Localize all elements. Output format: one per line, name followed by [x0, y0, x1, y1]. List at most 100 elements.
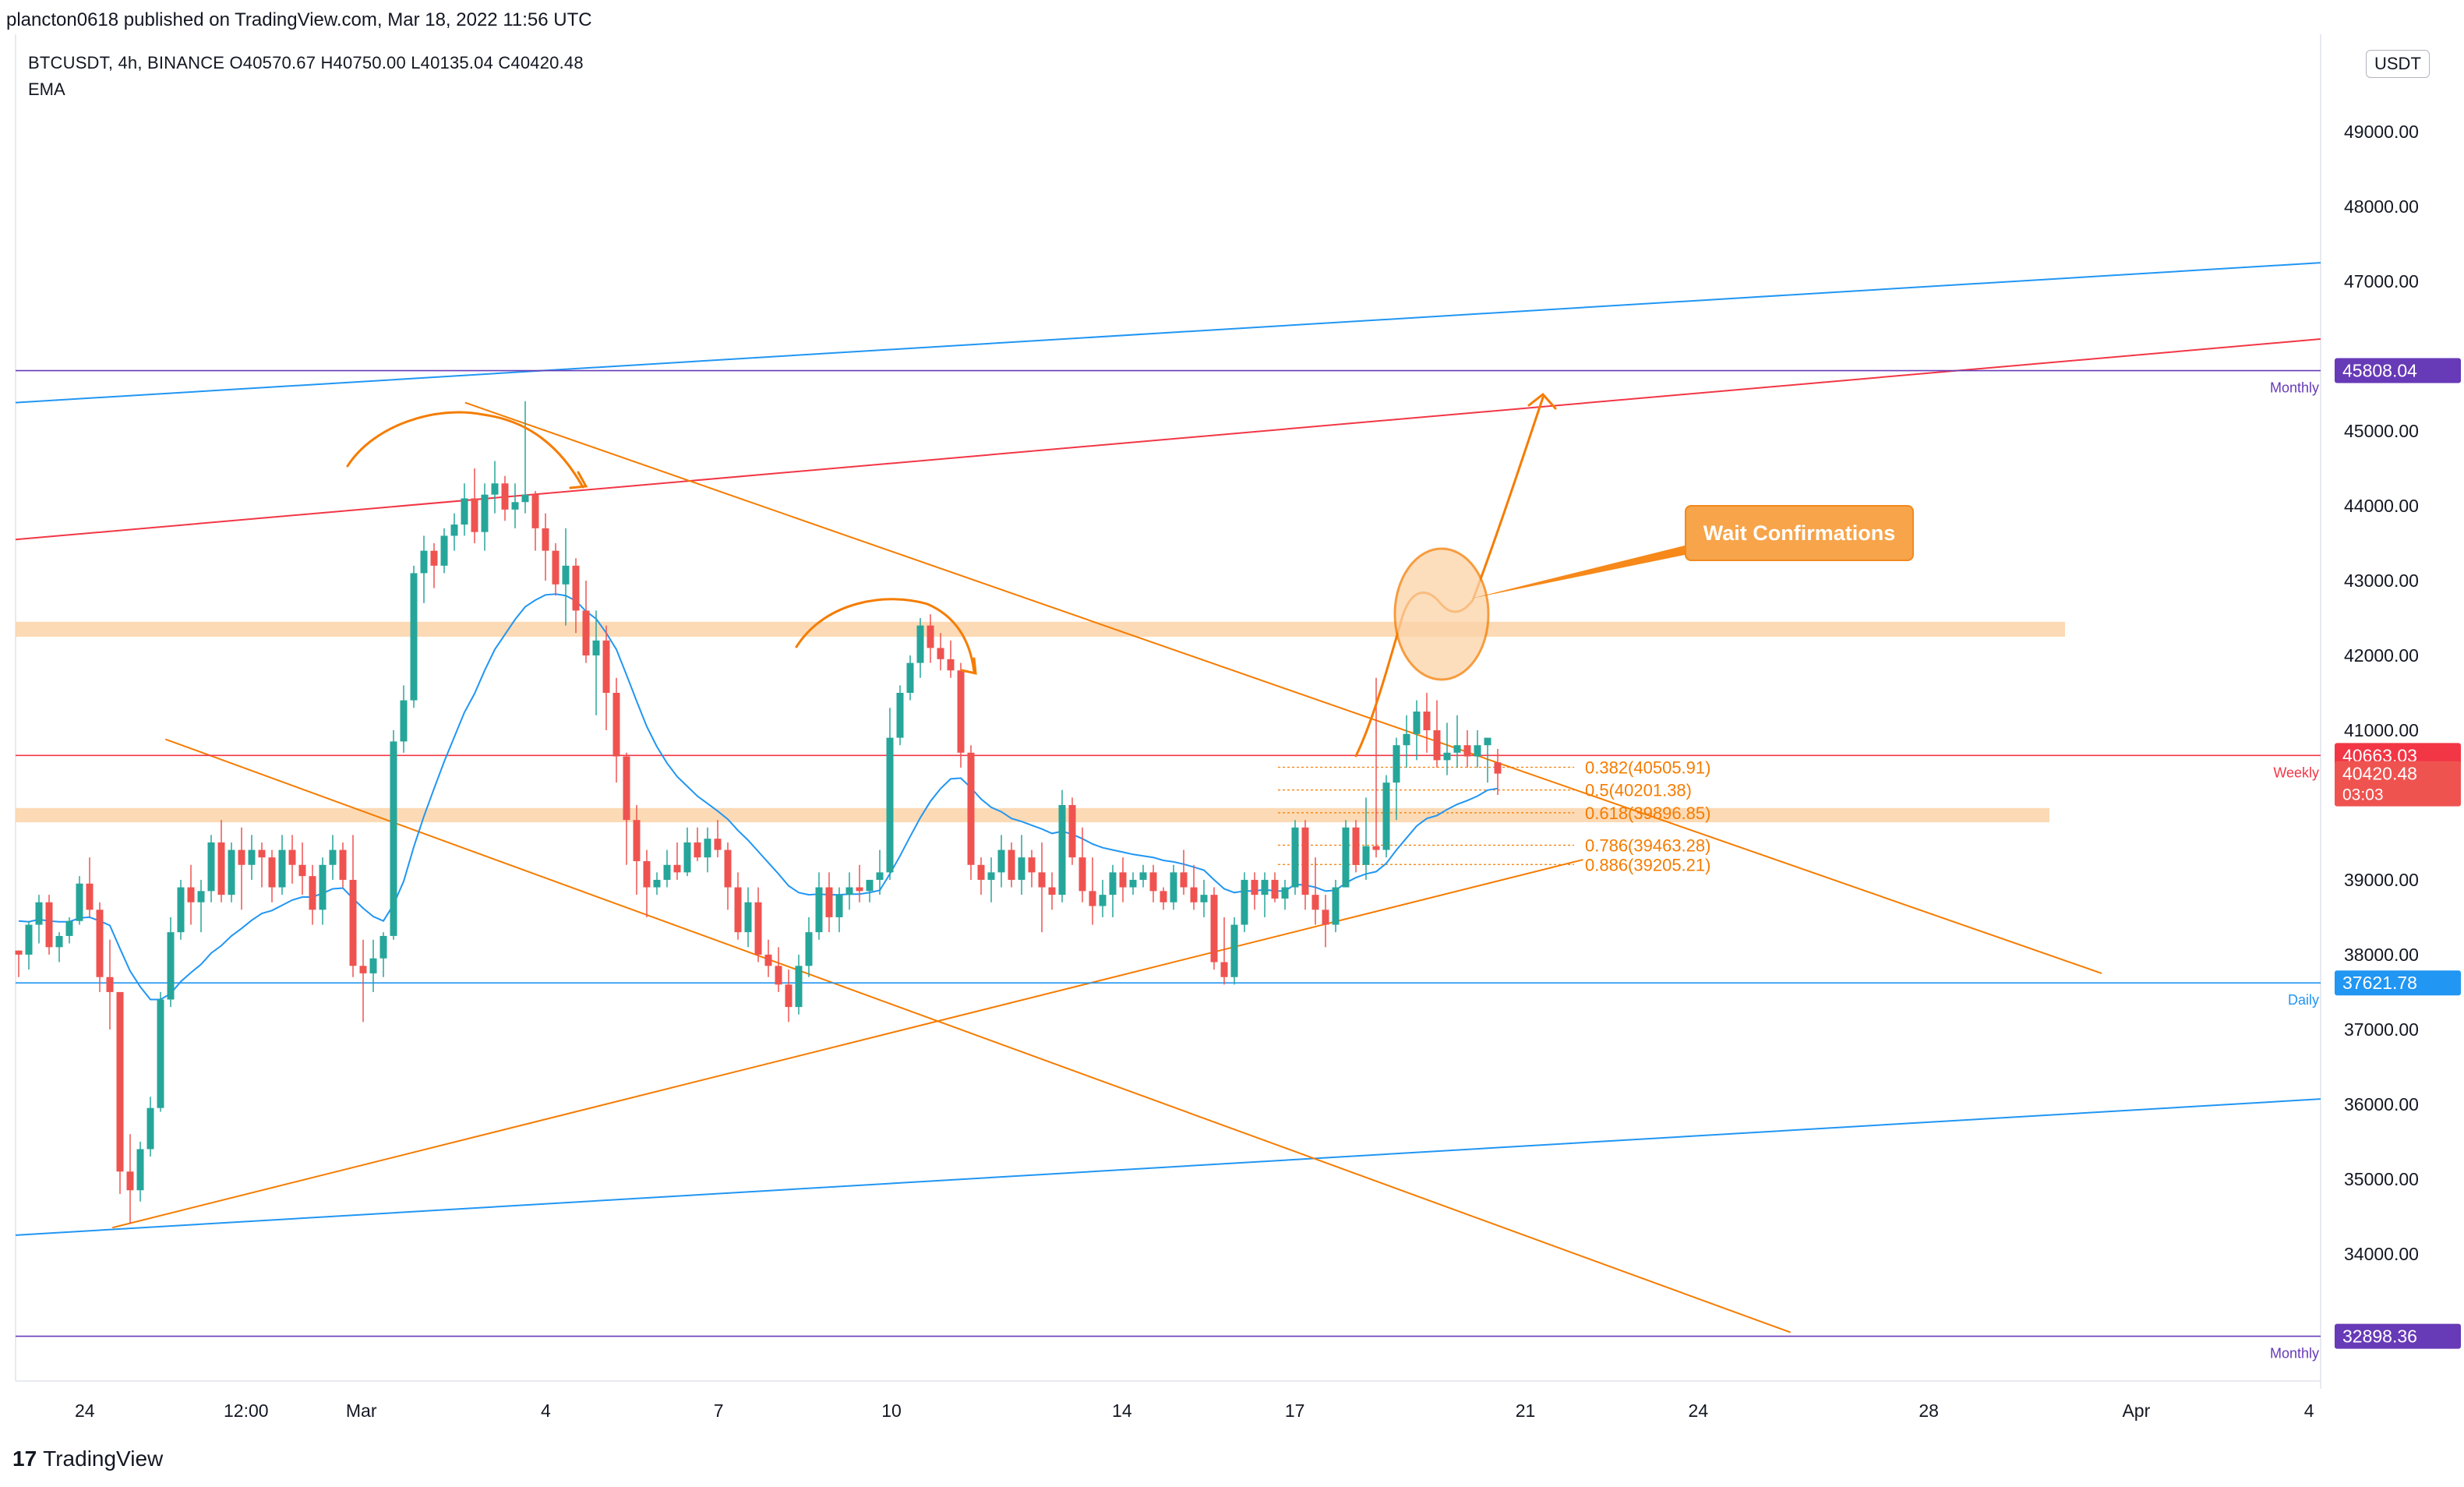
candle-body[interactable] — [1028, 857, 1036, 873]
candle-body[interactable] — [1322, 910, 1329, 925]
candle-body[interactable] — [501, 483, 509, 510]
candle-body[interactable] — [764, 954, 772, 966]
candle-body[interactable] — [724, 849, 732, 888]
candle-body[interactable] — [298, 864, 306, 877]
candle-body[interactable] — [461, 498, 468, 525]
candle-body[interactable] — [197, 891, 205, 902]
candle-body[interactable] — [714, 839, 722, 850]
candle-body[interactable] — [511, 502, 519, 510]
candle-body[interactable] — [704, 839, 711, 858]
candle-body[interactable] — [471, 498, 478, 532]
candle-body[interactable] — [288, 849, 296, 865]
candle-body[interactable] — [1372, 846, 1380, 850]
candle-body[interactable] — [238, 849, 245, 865]
candle-body[interactable] — [106, 977, 114, 992]
candle-body[interactable] — [906, 662, 914, 694]
candle-body[interactable] — [542, 528, 549, 551]
candle-body[interactable] — [1393, 745, 1400, 783]
candle-body[interactable] — [1089, 891, 1096, 906]
candle-body[interactable] — [521, 494, 529, 503]
candle-body[interactable] — [1403, 733, 1410, 746]
candle-body[interactable] — [1382, 782, 1390, 850]
candle-body[interactable] — [268, 857, 276, 888]
candle-body[interactable] — [390, 741, 397, 936]
candle-body[interactable] — [1008, 849, 1015, 880]
candle-body[interactable] — [805, 932, 813, 966]
candle-body[interactable] — [1149, 872, 1157, 892]
candle-body[interactable] — [947, 659, 955, 671]
candle-body[interactable] — [856, 887, 863, 892]
candle-body[interactable] — [1261, 879, 1269, 895]
candle-body[interactable] — [1058, 804, 1066, 895]
candle-body[interactable] — [997, 849, 1005, 873]
candle-body[interactable] — [35, 902, 43, 925]
candle-body[interactable] — [785, 984, 793, 1008]
candle-body[interactable] — [1423, 712, 1431, 730]
candle-body[interactable] — [1180, 872, 1188, 888]
candle-body[interactable] — [1220, 962, 1228, 977]
candle-body[interactable] — [734, 887, 742, 933]
candle-body[interactable] — [86, 883, 94, 910]
candle-body[interactable] — [987, 872, 995, 880]
candle-body[interactable] — [207, 842, 215, 892]
candle-body[interactable] — [886, 737, 894, 873]
candle-body[interactable] — [1200, 895, 1208, 902]
candle-body[interactable] — [369, 958, 377, 973]
candle-body[interactable] — [177, 887, 185, 933]
price-label-box[interactable] — [2335, 970, 2461, 996]
candle-body[interactable] — [1433, 729, 1441, 761]
candle-body[interactable] — [329, 849, 337, 865]
candle-body[interactable] — [116, 991, 124, 1172]
candle-body[interactable] — [55, 935, 63, 948]
candle-body[interactable] — [927, 625, 934, 648]
candle-body[interactable] — [25, 924, 33, 955]
price-label-box[interactable] — [2335, 761, 2461, 807]
candle-body[interactable] — [582, 610, 590, 656]
candle-body[interactable] — [967, 752, 975, 865]
candle-body[interactable] — [1241, 879, 1248, 925]
candle-body[interactable] — [552, 550, 560, 585]
symbol-ohlc-legend[interactable]: BTCUSDT, 4h, BINANCE O40570.67 H40750.00… — [28, 53, 584, 72]
candle-body[interactable] — [126, 1171, 134, 1191]
candle-body[interactable] — [400, 700, 408, 742]
candle-body[interactable] — [1190, 887, 1198, 902]
candle-body[interactable] — [602, 640, 610, 694]
candle-body[interactable] — [1109, 872, 1117, 895]
candle-body[interactable] — [754, 902, 762, 955]
candle-body[interactable] — [15, 950, 23, 955]
candle-body[interactable] — [1291, 827, 1299, 888]
candle-body[interactable] — [349, 879, 357, 966]
candle-body[interactable] — [1068, 804, 1076, 858]
tradingview-logo[interactable]: 17 TradingView — [12, 1446, 163, 1471]
candle-body[interactable] — [167, 932, 175, 1000]
candle-body[interactable] — [1463, 745, 1471, 757]
candle-body[interactable] — [815, 887, 823, 933]
currency-button[interactable]: USDT — [2366, 50, 2430, 78]
candle-body[interactable] — [1018, 857, 1025, 880]
candle-body[interactable] — [683, 842, 691, 873]
candle-body[interactable] — [876, 872, 884, 880]
candle-body[interactable] — [845, 887, 853, 895]
candle-body[interactable] — [217, 842, 225, 895]
candle-body[interactable] — [937, 648, 944, 659]
candle-body[interactable] — [136, 1149, 144, 1191]
candle-body[interactable] — [1342, 827, 1350, 888]
candle-body[interactable] — [1474, 745, 1481, 757]
candle-body[interactable] — [1099, 895, 1107, 906]
candle-body[interactable] — [1078, 857, 1086, 892]
candle-body[interactable] — [319, 864, 327, 910]
candle-body[interactable] — [440, 535, 448, 566]
candle-body[interactable] — [1210, 895, 1218, 962]
candle-body[interactable] — [562, 565, 570, 585]
candle-body[interactable] — [673, 864, 681, 873]
candle-body[interactable] — [1413, 712, 1421, 734]
candle-body[interactable] — [146, 1107, 154, 1150]
candle-body[interactable] — [379, 935, 387, 959]
candle-body[interactable] — [1038, 872, 1046, 888]
candle-body[interactable] — [633, 820, 641, 861]
ema-indicator-label[interactable]: EMA — [28, 79, 65, 99]
candle-body[interactable] — [795, 966, 803, 1008]
candle-body[interactable] — [957, 670, 965, 753]
candle-body[interactable] — [65, 920, 73, 936]
